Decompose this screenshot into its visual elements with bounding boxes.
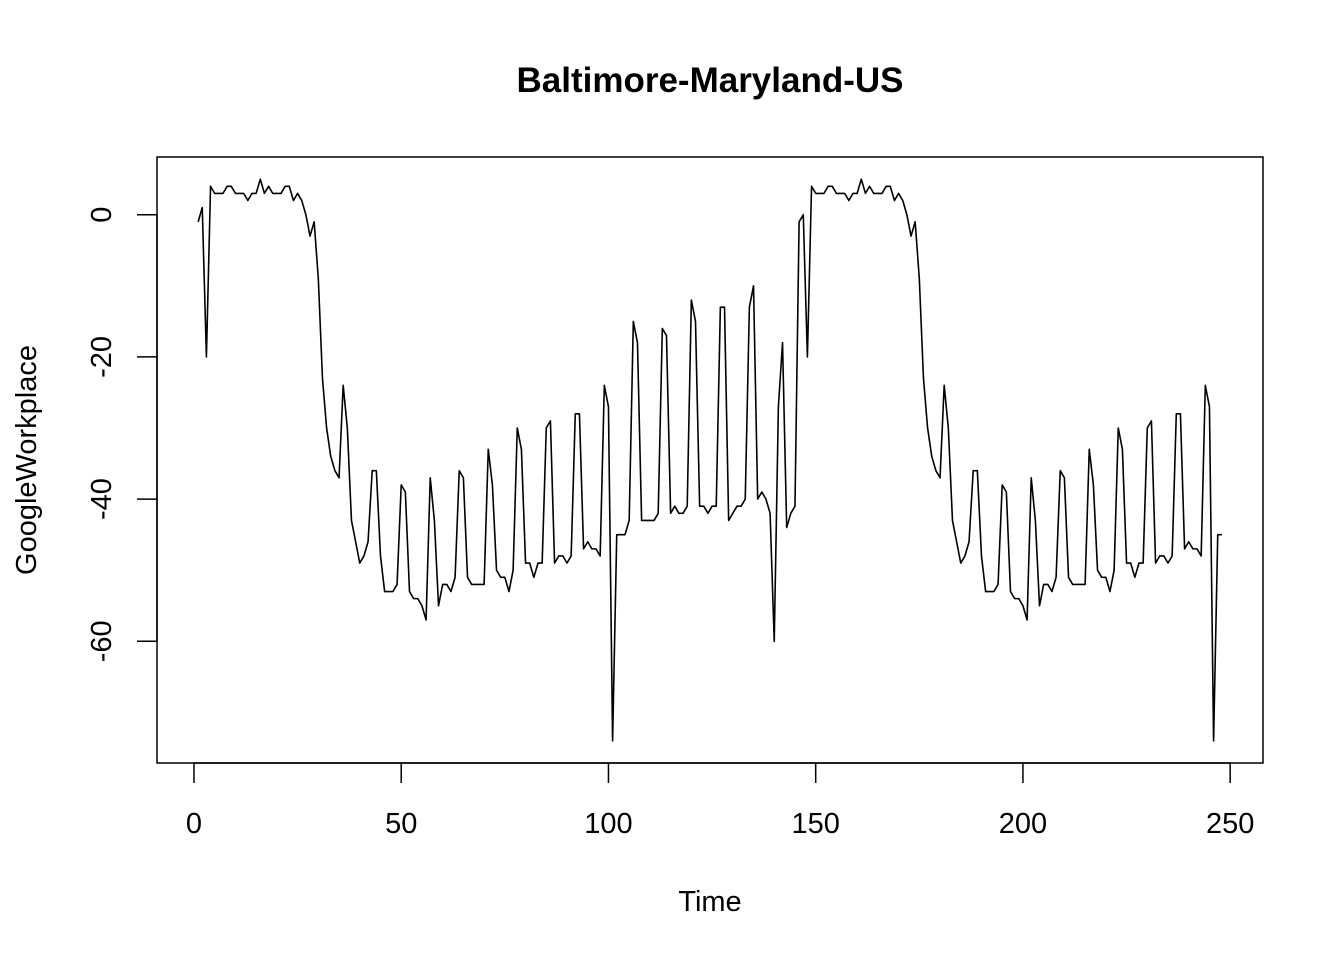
- x-tick-label: 250: [1206, 808, 1254, 840]
- y-axis-label: GoogleWorkplace: [11, 345, 43, 575]
- x-axis-label: Time: [678, 886, 741, 918]
- chart-title: Baltimore-Maryland-US: [516, 61, 903, 100]
- series-layer: [197, 178, 1222, 742]
- x-tick-label: 0: [186, 808, 202, 840]
- y-axis: 0 -20 -40 -60: [86, 207, 158, 662]
- x-tick-label: 100: [584, 808, 632, 840]
- y-tick-label: 0: [86, 207, 118, 223]
- x-tick-label: 200: [999, 808, 1047, 840]
- x-axis: 0 50 100 150 200 250: [186, 762, 1254, 840]
- y-tick-label: -40: [86, 478, 118, 520]
- x-tick-label: 50: [385, 808, 417, 840]
- y-tick-label: -20: [86, 336, 118, 378]
- x-tick-label: 150: [791, 808, 839, 840]
- series-line: [197, 178, 1222, 742]
- y-tick-label: -60: [86, 620, 118, 662]
- plot-frame: [156, 156, 1264, 764]
